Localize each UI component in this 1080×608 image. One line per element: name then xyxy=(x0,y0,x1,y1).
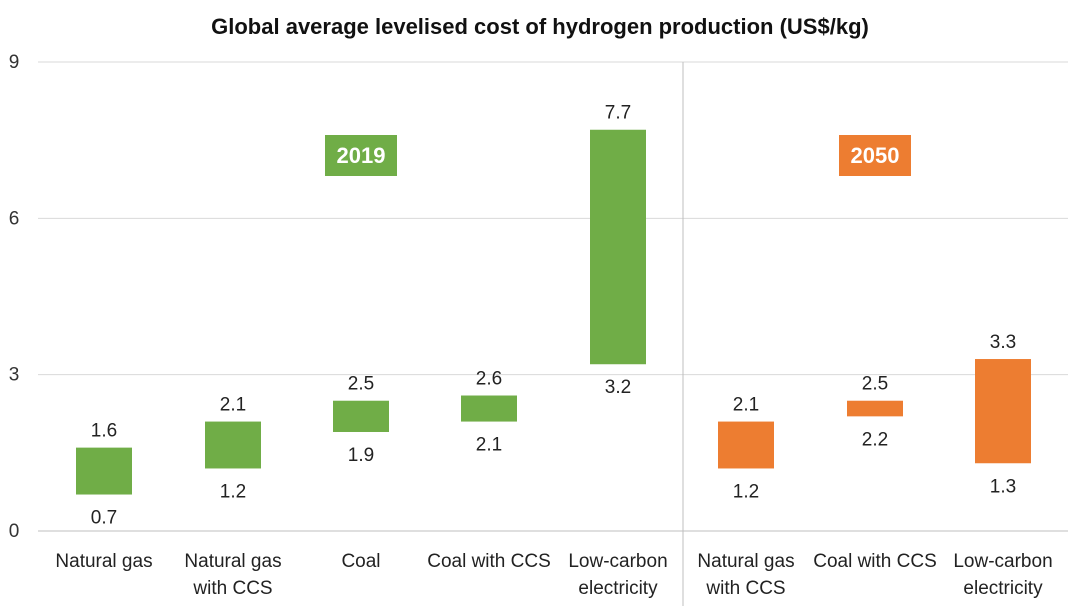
bar xyxy=(847,400,903,417)
period-badge-label: 2050 xyxy=(851,143,900,168)
data-label-low: 3.2 xyxy=(605,377,631,398)
category-label: with CCS xyxy=(705,578,785,599)
category-label: with CCS xyxy=(192,578,272,599)
data-label-high: 2.1 xyxy=(733,395,759,416)
y-tick-label: 9 xyxy=(9,52,20,73)
category-label: Coal with CCS xyxy=(813,551,937,572)
data-label-high: 2.1 xyxy=(220,395,246,416)
category-label: Natural gas xyxy=(55,551,152,572)
bar xyxy=(718,421,774,469)
category-label: Coal with CCS xyxy=(427,551,551,572)
data-label-low: 2.1 xyxy=(476,435,502,456)
period-badge-label: 2019 xyxy=(337,143,386,168)
data-label-low: 1.2 xyxy=(220,481,246,502)
y-tick-label: 0 xyxy=(9,521,20,542)
data-label-low: 1.2 xyxy=(733,481,759,502)
period-badge-2019 xyxy=(325,135,397,176)
bar xyxy=(975,359,1031,464)
data-label-high: 2.5 xyxy=(348,374,374,395)
bars xyxy=(76,129,1031,495)
data-label-low: 2.2 xyxy=(862,429,888,450)
bar xyxy=(205,421,261,469)
y-axis-ticks: 0 3 6 9 xyxy=(9,52,20,542)
data-label-high: 7.7 xyxy=(605,103,631,124)
chart-title: Global average levelised cost of hydroge… xyxy=(211,14,869,39)
data-label-low: 1.3 xyxy=(990,476,1016,497)
category-label: Low-carbon xyxy=(568,551,667,572)
bar xyxy=(76,447,132,495)
y-tick-label: 3 xyxy=(9,365,20,386)
category-label: Natural gas xyxy=(697,551,794,572)
bar xyxy=(333,400,389,432)
category-label: Low-carbon xyxy=(953,551,1052,572)
bar xyxy=(461,395,517,422)
data-label-high: 2.6 xyxy=(476,369,502,390)
period-badges: 2019 2050 xyxy=(325,135,911,176)
data-labels: 1.6 0.7 2.1 1.2 2.5 1.9 2.6 2.1 7.7 3.2 2.1 1.2 2.5 2… xyxy=(91,103,1016,529)
data-label-high: 2.5 xyxy=(862,374,888,395)
bar xyxy=(590,129,646,365)
y-tick-label: 6 xyxy=(9,208,20,229)
period-badge-2050 xyxy=(839,135,911,176)
data-label-high: 1.6 xyxy=(91,421,117,442)
data-label-low: 0.7 xyxy=(91,508,117,529)
grid-lines xyxy=(38,61,1068,532)
category-labels: Natural gas Natural gas with CCS Coal Coal w… xyxy=(55,551,1052,599)
data-label-high: 3.3 xyxy=(990,332,1016,353)
category-label: Coal xyxy=(341,551,380,572)
category-label: electricity xyxy=(578,578,658,599)
category-label: Natural gas xyxy=(184,551,281,572)
category-label: electricity xyxy=(963,578,1043,599)
data-label-low: 1.9 xyxy=(348,445,374,466)
